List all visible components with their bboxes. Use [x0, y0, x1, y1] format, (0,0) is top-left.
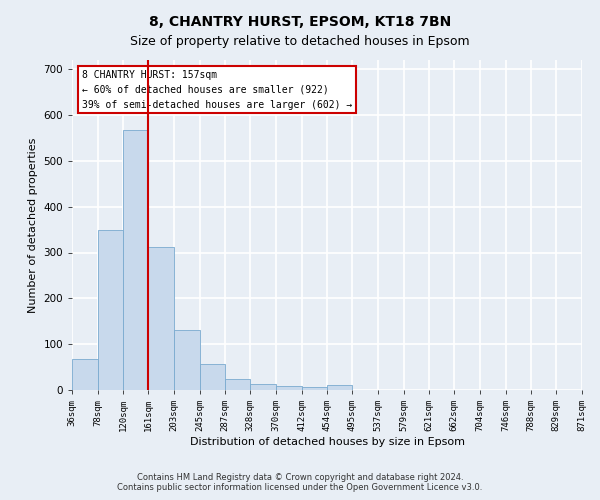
Text: 8 CHANTRY HURST: 157sqm
← 60% of detached houses are smaller (922)
39% of semi-d: 8 CHANTRY HURST: 157sqm ← 60% of detache…: [82, 70, 352, 110]
Text: Size of property relative to detached houses in Epsom: Size of property relative to detached ho…: [130, 35, 470, 48]
Bar: [72, 359, 98, 390]
Bar: [302, 387, 328, 390]
Bar: [98, 230, 124, 390]
Y-axis label: Number of detached properties: Number of detached properties: [28, 138, 38, 312]
Bar: [328, 386, 352, 390]
Bar: [200, 364, 226, 390]
Bar: [124, 130, 148, 390]
Text: Contains HM Land Registry data © Crown copyright and database right 2024.
Contai: Contains HM Land Registry data © Crown c…: [118, 473, 482, 492]
Bar: [226, 378, 250, 390]
X-axis label: Distribution of detached houses by size in Epsom: Distribution of detached houses by size …: [190, 437, 464, 447]
Bar: [174, 330, 200, 390]
Bar: [250, 384, 276, 390]
Text: 8, CHANTRY HURST, EPSOM, KT18 7BN: 8, CHANTRY HURST, EPSOM, KT18 7BN: [149, 15, 451, 29]
Bar: [148, 247, 174, 390]
Bar: [276, 386, 302, 390]
